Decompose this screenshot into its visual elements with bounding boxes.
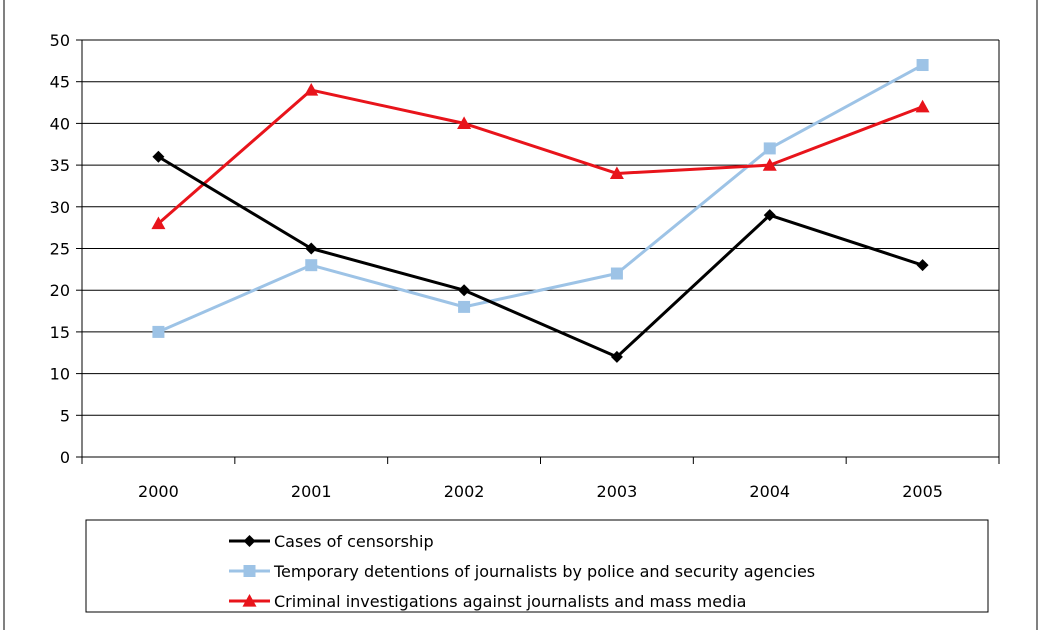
- data-point-1: [916, 259, 929, 272]
- legend-swatch-marker: [243, 565, 256, 577]
- x-tick-label: 2001: [291, 482, 332, 501]
- x-tick-label: 2005: [902, 482, 943, 501]
- x-tick-label: 2000: [138, 482, 179, 501]
- legend-swatch-marker: [243, 535, 256, 547]
- y-tick-label: 25: [50, 240, 70, 259]
- data-point-2: [152, 325, 165, 338]
- legend: Cases of censorship Temporary detentions …: [85, 519, 989, 613]
- data-point-1: [152, 150, 165, 163]
- y-tick-label: 0: [60, 448, 70, 467]
- y-tick-label: 30: [50, 198, 70, 217]
- series-lines: [151, 59, 930, 363]
- data-point-3: [304, 83, 319, 96]
- data-point-2: [763, 142, 776, 155]
- data-point-2: [610, 267, 623, 280]
- y-tick-label: 5: [60, 406, 70, 425]
- data-point-3: [457, 116, 472, 129]
- legend-label: Criminal investigations against journali…: [274, 592, 746, 611]
- axes: 0 5 10 15 20 25 30 35 40 45 50 2000 2001 2002 2003 2004…: [50, 31, 1000, 501]
- legend-swatch-marker: [242, 594, 257, 607]
- y-tick-label: 45: [50, 73, 70, 92]
- y-tick-label: 20: [50, 281, 70, 300]
- gridlines: [82, 39, 1000, 458]
- data-point-1: [458, 284, 471, 297]
- series-line-3: [157, 88, 924, 225]
- y-tick-label: 50: [50, 31, 70, 50]
- legend-box: [85, 519, 989, 613]
- data-point-3: [762, 158, 777, 171]
- data-point-2: [916, 59, 929, 72]
- y-tick-label: 10: [50, 365, 70, 384]
- data-point-1: [610, 350, 623, 363]
- series-line-2: [157, 63, 924, 334]
- y-tick-label: 15: [50, 323, 70, 342]
- data-point-1: [305, 242, 318, 255]
- y-tick-label: 35: [50, 156, 70, 175]
- data-point-3: [915, 99, 930, 113]
- legend-label: Temporary detentions of journalists by p…: [273, 562, 815, 581]
- x-tick-label: 2004: [749, 482, 790, 501]
- data-point-2: [458, 300, 471, 313]
- legend-label: Cases of censorship: [274, 532, 434, 551]
- data-point-1: [763, 209, 776, 222]
- data-point-2: [305, 259, 318, 272]
- data-point-3: [609, 166, 624, 180]
- y-tick-label: 40: [50, 114, 70, 133]
- x-tick-label: 2003: [597, 482, 638, 501]
- x-tick-label: 2002: [444, 482, 485, 501]
- series-line-1: [157, 155, 924, 359]
- data-point-3: [151, 216, 166, 230]
